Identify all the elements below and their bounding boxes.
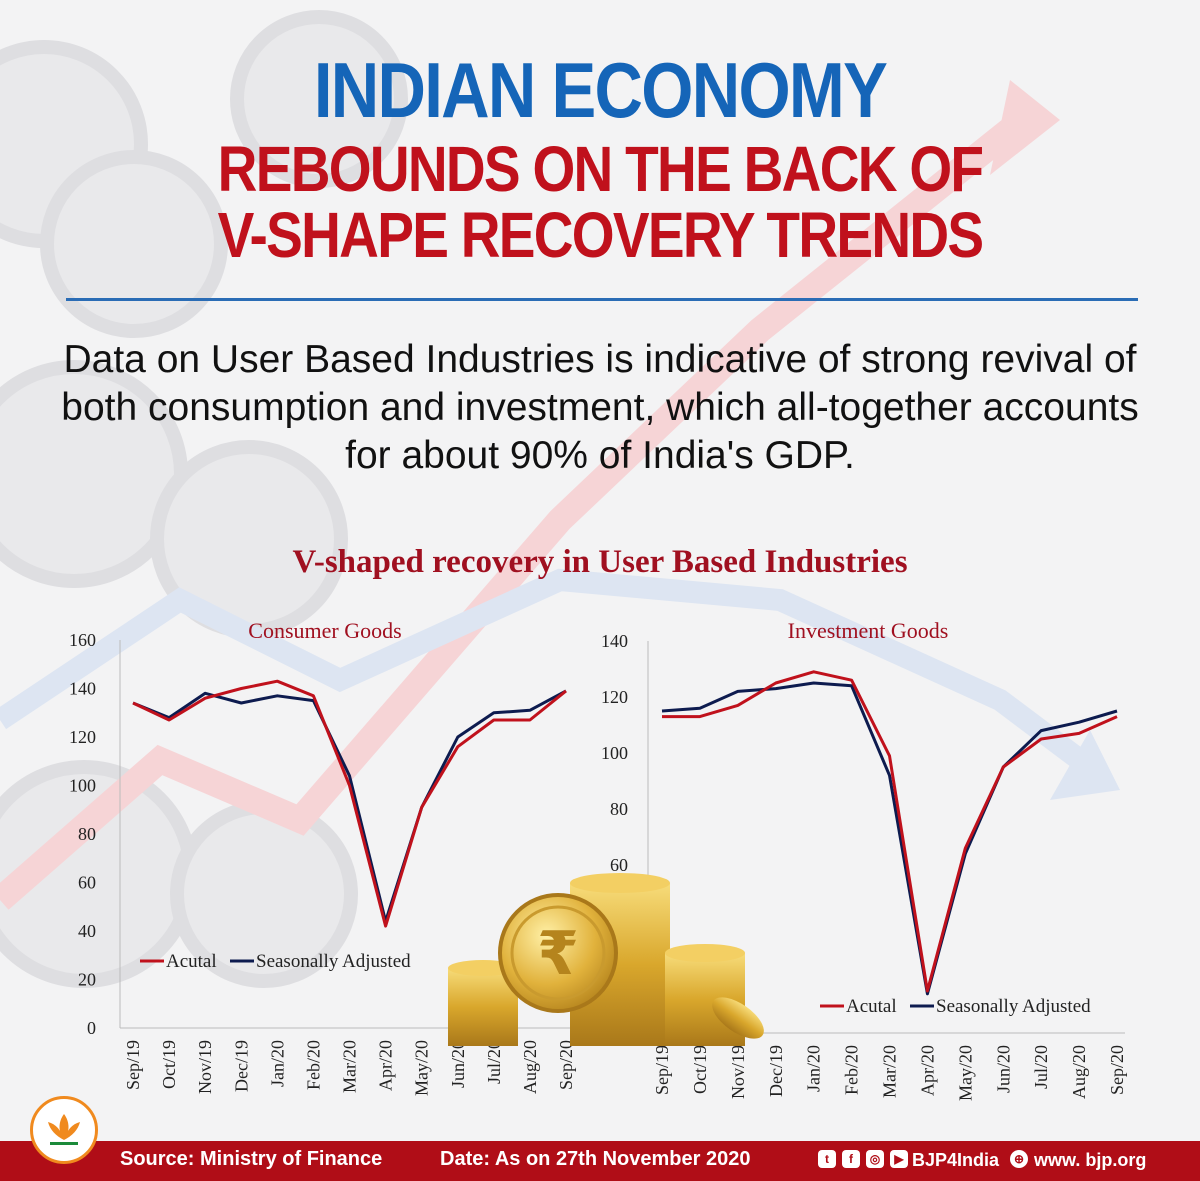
y-tick-label: 120 — [601, 687, 628, 707]
description: Data on User Based Industries is indicat… — [61, 338, 1139, 477]
globe-icon: ⊕ — [1010, 1150, 1028, 1168]
x-tick-label: Mar/20 — [340, 1040, 360, 1093]
legend-label: Seasonally Adjusted — [936, 996, 1091, 1017]
legend-label: Seasonally Adjusted — [256, 951, 411, 972]
x-tick-label: Jul/20 — [484, 1040, 504, 1084]
legend-label: Acutal — [846, 996, 897, 1017]
x-tick-label: Dec/19 — [766, 1045, 786, 1097]
x-tick-label: Feb/20 — [842, 1045, 862, 1095]
page-title: INDIAN ECONOMY — [313, 46, 888, 134]
series-line-actual — [662, 670, 1118, 993]
y-tick-label: 80 — [78, 824, 96, 844]
subchart-title: Investment Goods — [788, 618, 949, 643]
y-tick-label: 100 — [601, 743, 628, 763]
social-handle[interactable]: BJP4India — [912, 1150, 1000, 1170]
youtube-icon[interactable]: ▶ — [890, 1150, 908, 1168]
facebook-icon[interactable]: f — [842, 1150, 860, 1168]
x-tick-label: Oct/19 — [690, 1045, 710, 1094]
y-tick-label: 60 — [610, 855, 628, 875]
instagram-icon[interactable]: ◎ — [866, 1150, 884, 1168]
website-link[interactable]: www. bjp.org — [1034, 1150, 1147, 1170]
lotus-icon — [48, 1114, 80, 1145]
svg-text:₹: ₹ — [537, 919, 579, 989]
subtitle-line-1: REBOUNDS ON THE BACK OF — [217, 133, 984, 205]
gold-coins-image: ₹ — [448, 873, 764, 1046]
page-subtitle: REBOUNDS ON THE BACK OF V-SHAPE RECOVERY… — [84, 136, 1116, 268]
y-tick-label: 60 — [78, 873, 96, 893]
bjp-logo — [30, 1096, 98, 1164]
x-tick-label: Sep/20 — [1107, 1045, 1127, 1095]
x-tick-label: Jun/20 — [993, 1045, 1013, 1093]
y-tick-label: 0 — [87, 1018, 96, 1038]
x-tick-label: Jan/20 — [267, 1040, 287, 1087]
x-tick-label: Aug/20 — [1069, 1045, 1089, 1099]
x-tick-label: Apr/20 — [917, 1045, 937, 1096]
divider — [66, 298, 1138, 301]
rupee-coin: ₹ — [498, 893, 618, 1013]
x-tick-label: Oct/19 — [159, 1040, 179, 1089]
series-line-seasonally-adjusted — [661, 681, 1118, 996]
x-tick-label: May/20 — [955, 1045, 975, 1101]
chart-title: V-shaped recovery in User Based Industri… — [292, 544, 908, 580]
source-text: Source: Ministry of Finance — [120, 1148, 383, 1170]
subtitle-line-2: V-SHAPE RECOVERY TRENDS — [217, 199, 985, 271]
y-tick-label: 160 — [69, 630, 96, 650]
x-tick-label: Nov/19 — [195, 1040, 215, 1094]
y-tick-label: 100 — [69, 776, 96, 796]
x-tick-label: Apr/20 — [376, 1040, 396, 1091]
x-tick-label: Jan/20 — [804, 1045, 824, 1092]
x-tick-label: Feb/20 — [303, 1040, 323, 1090]
x-tick-label: Aug/20 — [520, 1040, 540, 1094]
date-text: Date: As on 27th November 2020 — [440, 1148, 751, 1170]
y-tick-label: 140 — [69, 679, 96, 699]
y-tick-label: 40 — [78, 921, 96, 941]
y-tick-label: 80 — [610, 799, 628, 819]
x-tick-label: Sep/20 — [556, 1040, 576, 1090]
x-tick-label: Mar/20 — [880, 1045, 900, 1098]
x-tick-label: Jul/20 — [1031, 1045, 1051, 1089]
subchart-title: Consumer Goods — [248, 618, 401, 643]
x-tick-label: Sep/19 — [652, 1045, 672, 1095]
series-line-seasonally-adjusted — [132, 689, 567, 923]
x-tick-label: Dec/19 — [231, 1040, 251, 1092]
series-line-actual — [132, 679, 567, 928]
x-tick-label: Nov/19 — [728, 1045, 748, 1099]
footer-bar — [0, 1141, 1200, 1181]
y-tick-label: 120 — [69, 727, 96, 747]
x-tick-label: Jun/20 — [448, 1040, 468, 1088]
y-tick-label: 140 — [601, 631, 628, 651]
x-tick-label: May/20 — [412, 1040, 432, 1096]
legend-label: Acutal — [166, 951, 217, 972]
y-tick-label: 20 — [78, 970, 96, 990]
twitter-icon[interactable]: t — [818, 1150, 836, 1168]
x-tick-label: Sep/19 — [123, 1040, 143, 1090]
